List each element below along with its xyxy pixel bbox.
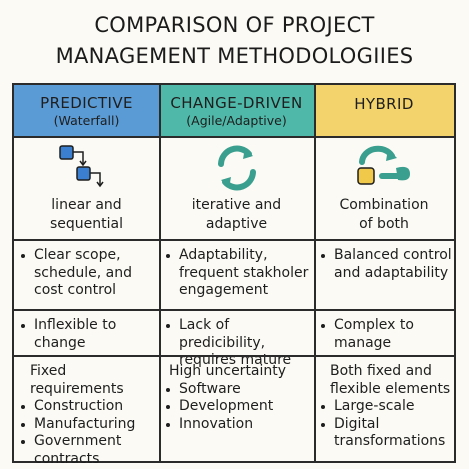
header-predictive-subtitle: (Waterfall) [53, 113, 120, 128]
page-title: COMPARISON OF PROJECT MANAGEMENT METHODO… [0, 10, 469, 72]
title-line-2: MANAGEMENT METHODOLOGIIES [55, 44, 414, 68]
use-cases-intro: Fixed requirements [30, 363, 124, 397]
list-item: Clear scope, schedule, and cost control [20, 247, 156, 300]
list-item: Construction [20, 398, 158, 416]
hybrid-description: Combination of both [314, 196, 454, 234]
header-change-driven-subtitle: (Agile/Adaptive) [186, 113, 287, 128]
predictive-icon-cell [14, 140, 159, 196]
list-item: Balanced control and adaptability [320, 247, 454, 282]
list-item: Digital transformations [320, 416, 454, 451]
list-item: Innovation [165, 416, 313, 434]
waterfall-steps-icon [58, 145, 104, 188]
divider [159, 85, 161, 461]
header-hybrid-name: HYBRID [354, 95, 414, 113]
use-cases-intro: High uncertainty [169, 363, 287, 379]
hybrid-description-line-2: of both [359, 216, 409, 232]
list-item: Adaptability, frequent stakholer engagem… [165, 247, 313, 300]
divider [14, 239, 454, 241]
divider [14, 309, 454, 311]
list-item: Manufacturing [20, 416, 158, 434]
header-change-driven: CHANGE-DRIVEN (Agile/Adaptive) [159, 85, 314, 136]
change-driven-description-line-2: adaptive [205, 216, 268, 232]
list-item: Software [165, 381, 313, 399]
predictive-description-line-2: sequential [49, 216, 123, 232]
change-driven-description: iterative and adaptive [159, 196, 314, 234]
circular-arrows-icon [217, 145, 256, 191]
divider [14, 136, 454, 138]
header-hybrid: HYBRID [314, 85, 454, 136]
change-driven-icon-cell [159, 140, 314, 196]
list-item: Lack of predicibility, requires mature [165, 317, 313, 370]
list-item: Development [165, 398, 313, 416]
change-driven-use-cases: High uncertainty Software Development In… [165, 363, 313, 433]
hybrid-description-line-1: Combination [339, 197, 429, 213]
header-predictive-name: PREDICTIVE [40, 94, 133, 112]
title-line-1: COMPARISON OF PROJECT [94, 13, 375, 37]
predictive-weaknesses: Inflexible to change [20, 317, 156, 352]
comparison-table: PREDICTIVE (Waterfall) CHANGE-DRIVEN (Ag… [12, 83, 456, 467]
hybrid-loop-icon [357, 145, 410, 185]
change-driven-strengths: Adaptability, frequent stakholer engagem… [165, 247, 313, 300]
change-driven-description-line-1: iterative and [191, 197, 282, 213]
change-driven-weaknesses: Lack of predicibility, requires mature [165, 317, 313, 370]
divider [14, 355, 454, 357]
hybrid-use-cases: Both fixed and flexible elements Large-s… [320, 363, 454, 451]
predictive-description: linear and sequential [14, 196, 159, 234]
predictive-use-cases: Fixed requirements Construction Manufact… [20, 363, 158, 468]
hybrid-icon-cell [314, 140, 454, 196]
predictive-strengths: Clear scope, schedule, and cost control [20, 247, 156, 300]
divider [314, 85, 316, 461]
list-item: Large-scale [320, 398, 454, 416]
list-item: Government contracts [20, 433, 158, 468]
hybrid-weaknesses: Complex to manage [320, 317, 454, 352]
use-cases-intro: Both fixed and flexible elements [330, 363, 451, 397]
hybrid-strengths: Balanced control and adaptability [320, 247, 454, 282]
list-item: Inflexible to change [20, 317, 156, 352]
header-predictive: PREDICTIVE (Waterfall) [14, 85, 159, 136]
header-change-driven-name: CHANGE-DRIVEN [170, 94, 303, 112]
list-item: Complex to manage [320, 317, 454, 352]
predictive-description-line-1: linear and [51, 197, 122, 213]
